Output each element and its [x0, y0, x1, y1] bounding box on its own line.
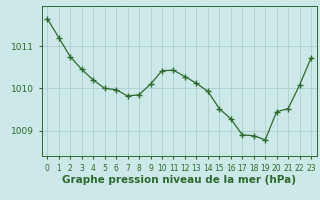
- X-axis label: Graphe pression niveau de la mer (hPa): Graphe pression niveau de la mer (hPa): [62, 175, 296, 185]
